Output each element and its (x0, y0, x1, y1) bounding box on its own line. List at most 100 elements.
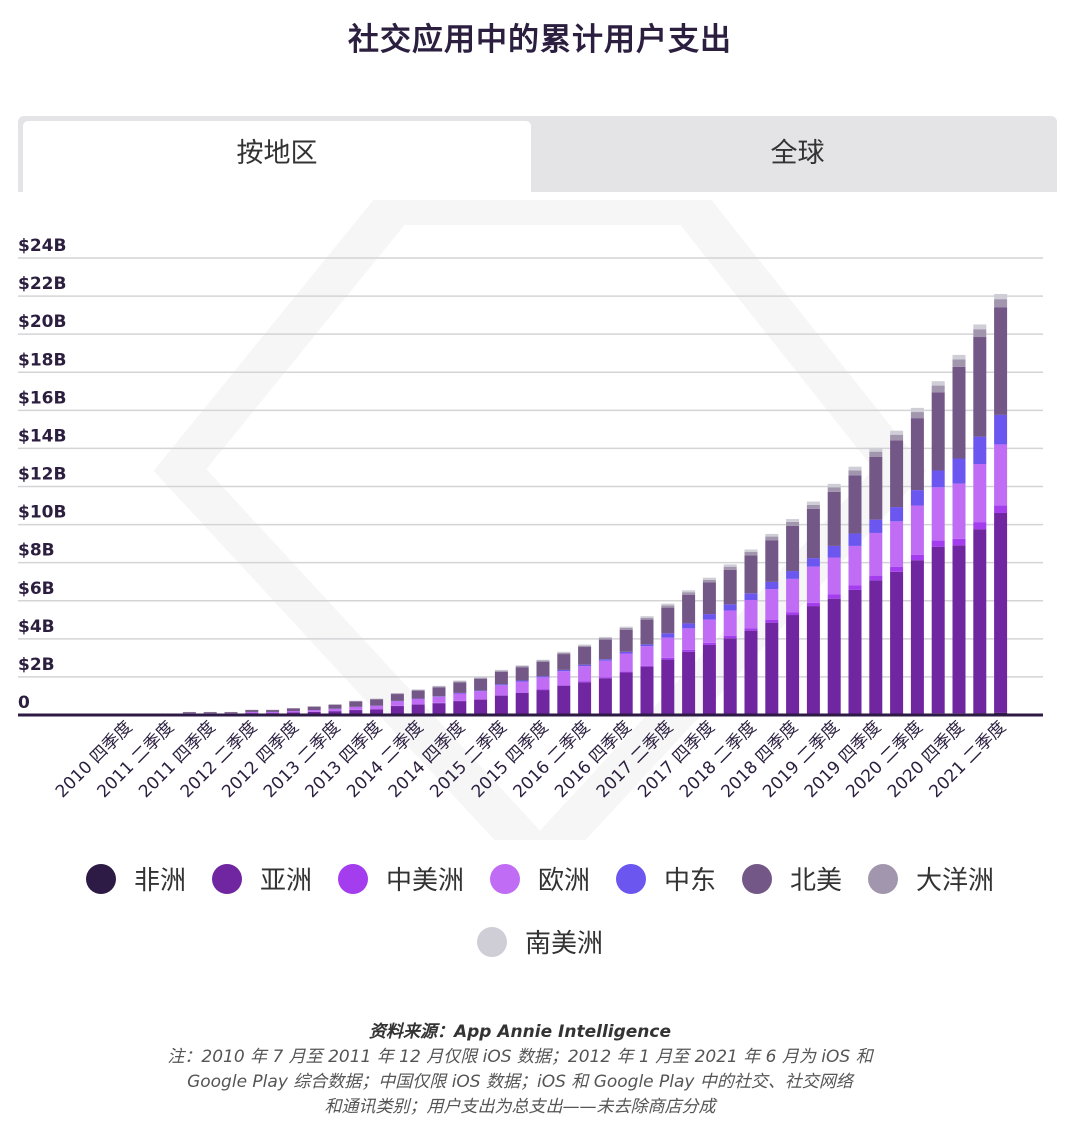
bar-segment-2 (702, 642, 716, 645)
bar-stack (890, 430, 904, 715)
bar-segment-3 (370, 705, 384, 710)
legend-item[interactable]: 非洲 (85, 860, 186, 897)
chart-title: 社交应用中的累计用户支出 (348, 22, 732, 58)
stacked-bar-chart: 0 $2B $4B $6B $8B $10B $12B $14B $16B $18B $20B $22… (18, 236, 1043, 802)
bar-segment-7 (661, 603, 675, 606)
bar-segment-3 (245, 711, 259, 714)
bar-segment-4 (640, 644, 654, 647)
bar-segment-4 (806, 558, 820, 567)
bar-segment-7 (557, 651, 571, 653)
bar-segment-5 (370, 699, 384, 706)
bar-stack (744, 549, 758, 715)
tab-global[interactable]: 全球 (770, 138, 825, 169)
legend-item[interactable]: 中美洲 (337, 860, 464, 897)
bar-segment-2 (931, 540, 945, 547)
bar-segment-2 (827, 594, 841, 599)
bar-segment-1 (536, 690, 550, 715)
bar-stack (869, 447, 883, 715)
legend-item[interactable]: 欧洲 (489, 860, 590, 897)
legend-label: 北美 (790, 866, 843, 896)
legend-label: 欧洲 (537, 866, 590, 896)
source-text: 资料来源：App Annie Intelligence (368, 1022, 672, 1042)
bar-stack (557, 651, 571, 715)
bar-segment-3 (931, 487, 945, 541)
gridlines (18, 257, 1043, 678)
legend-swatch-icon (211, 863, 242, 894)
bar-segment-5 (723, 569, 737, 605)
bar-segment-1 (806, 606, 820, 714)
bar-segment-7 (744, 549, 758, 553)
bar-segment-2 (910, 554, 924, 561)
bar-segment-6 (869, 451, 883, 457)
bar-segment-4 (827, 545, 841, 558)
bar-segment-7 (890, 430, 904, 435)
bar-segment-6 (494, 670, 508, 672)
bar-segment-7 (494, 669, 508, 671)
bar-stack (786, 519, 800, 715)
bar-segment-6 (453, 681, 467, 683)
bar-segment-5 (245, 710, 259, 712)
legend-swatch-icon (489, 863, 520, 894)
bar-segment-1 (848, 589, 862, 714)
bar-segment-2 (890, 566, 904, 572)
bar-segment-2 (973, 522, 987, 530)
bar-segment-7 (848, 466, 862, 471)
legend-item[interactable]: 北美 (742, 860, 842, 897)
bar-stack (682, 590, 696, 715)
bar-segment-1 (869, 580, 883, 714)
bar-segment-6 (744, 552, 758, 556)
bar-segment-7 (536, 659, 550, 661)
bar-segment-5 (890, 440, 904, 508)
y-tick-label: $10B (18, 503, 66, 523)
bar-segment-7 (598, 636, 612, 639)
legend-label: 中美洲 (385, 866, 464, 896)
bar-segment-5 (994, 307, 1008, 415)
bar-segment-4 (682, 623, 696, 629)
bar-segment-2 (806, 602, 820, 607)
bar-segment-2 (786, 612, 800, 616)
bar-stack (432, 685, 446, 715)
bar-segment-5 (827, 491, 841, 546)
bar-segment-5 (661, 607, 675, 634)
bar-segment-1 (952, 545, 966, 714)
bar-segment-4 (931, 470, 945, 488)
legend-swatch-icon (476, 926, 507, 957)
bar-segment-5 (536, 661, 550, 677)
legend-swatch-icon (742, 863, 773, 894)
bar-segment-3 (661, 637, 675, 658)
bar-segment-4 (994, 414, 1008, 445)
bar-segment-3 (973, 464, 987, 523)
bar-segment-6 (682, 592, 696, 595)
bar-segment-1 (432, 703, 446, 715)
bar-segment-7 (765, 533, 779, 537)
bar-segment-3 (474, 691, 488, 700)
legend-item[interactable]: 南美洲 (476, 923, 603, 960)
bar-segment-2 (869, 575, 883, 581)
y-tick-label: $18B (18, 350, 66, 370)
bar-segment-4 (723, 604, 737, 611)
note-line: 和通讯类别；用户支出为总支出——未去除商店分成 (324, 1097, 716, 1117)
bar-segment-4 (453, 692, 467, 694)
bar-segment-1 (661, 659, 675, 715)
legend-item[interactable]: 中东 (616, 860, 716, 897)
y-tick-label: $22B (18, 274, 66, 294)
bar-segment-4 (661, 633, 675, 638)
bar-segment-7 (786, 519, 800, 522)
bar-segment-7 (619, 626, 633, 628)
legend-swatch-icon (868, 863, 899, 894)
bar-segment-4 (494, 684, 508, 686)
bar-segment-6 (640, 617, 654, 620)
legend-item[interactable]: 亚洲 (211, 860, 312, 897)
bar-segment-3 (307, 710, 321, 712)
bar-segment-3 (349, 707, 363, 710)
bar-stack (598, 636, 612, 715)
bar-segment-5 (619, 629, 633, 652)
tab-by-region[interactable]: 按地区 (23, 121, 531, 192)
bar-stack (952, 354, 966, 715)
bar-segment-3 (869, 532, 883, 576)
legend-item[interactable]: 大洋洲 (868, 860, 994, 897)
legend: 非洲 亚洲 中美洲 欧洲 中东 北美 大洋洲 南美洲 (0, 860, 1080, 986)
bar-segment-5 (494, 671, 508, 685)
bar-segment-7 (702, 577, 716, 580)
